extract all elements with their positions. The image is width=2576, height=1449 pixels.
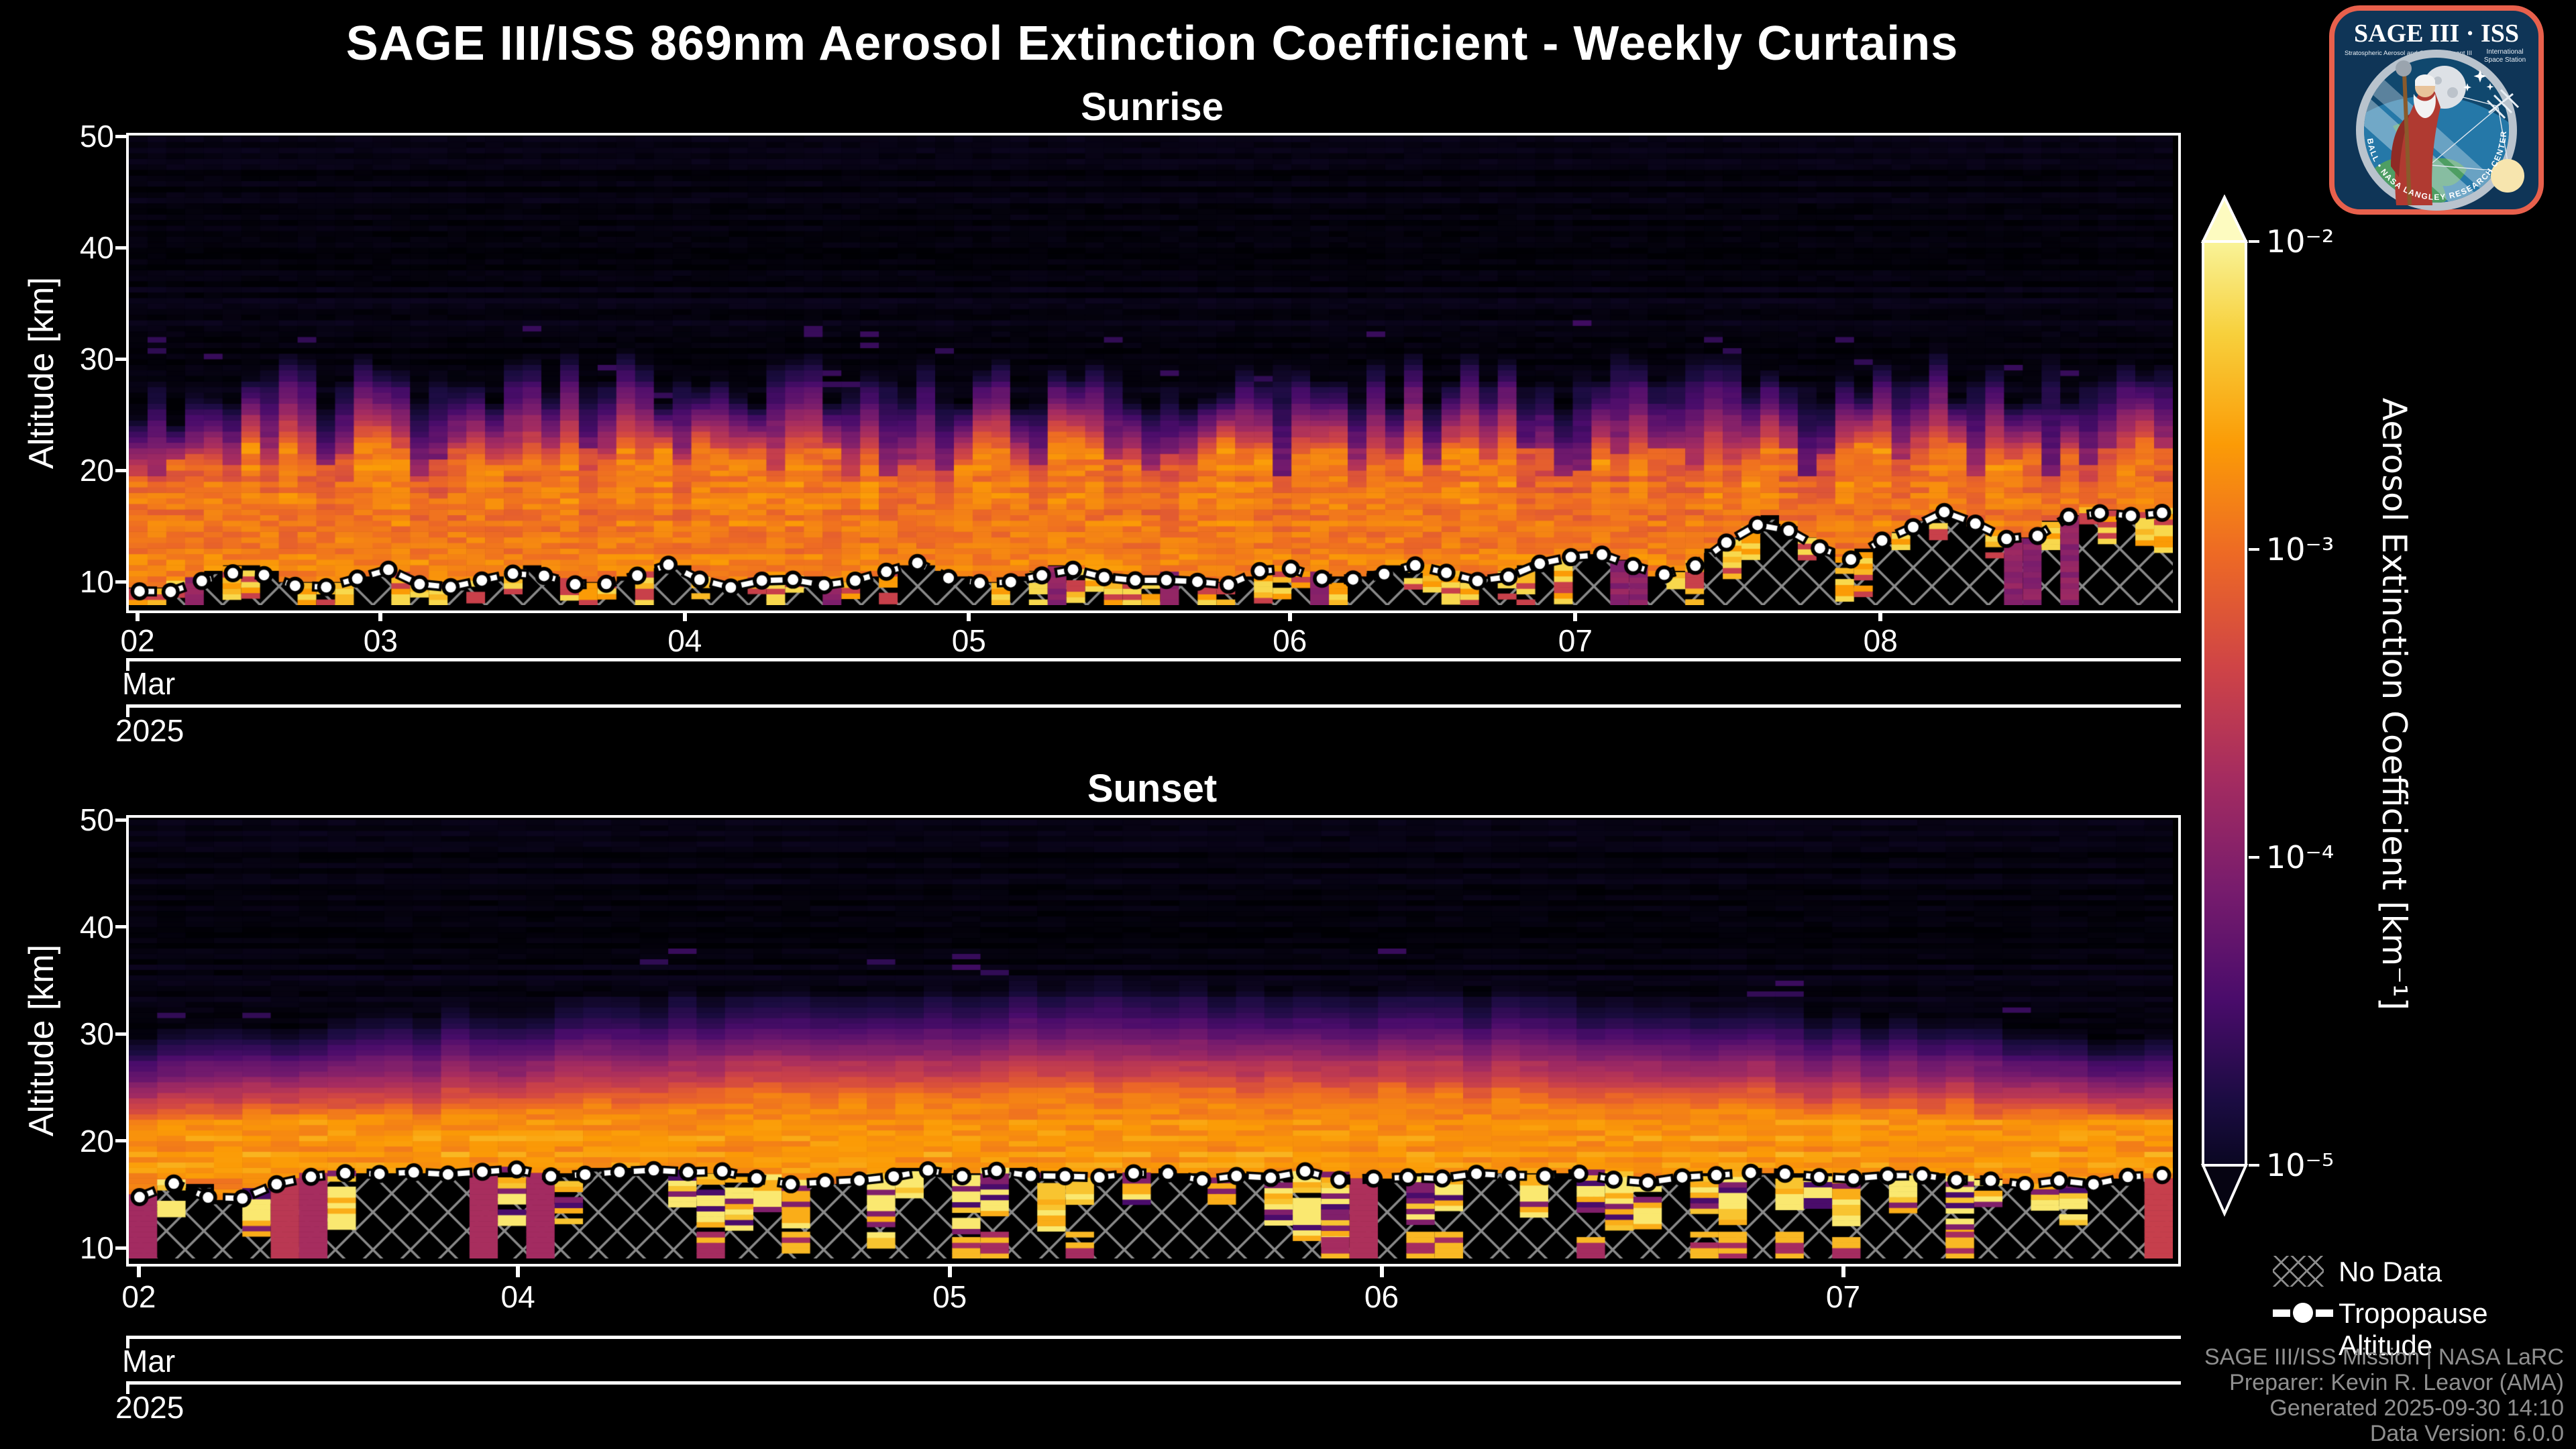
colorbar-tick-label-3: 10⁻⁵ [2266, 1147, 2334, 1183]
colorbar-gradient [2202, 240, 2247, 1167]
logo-stars [2463, 70, 2494, 92]
sunset-y-tick-label-30: 30 [79, 1016, 114, 1051]
no-data-hatch-swatch [2273, 1256, 2324, 1287]
sunset-y-tick-30 [115, 1032, 126, 1036]
sunrise-x-tick-07 [1573, 610, 1578, 621]
sunrise-y-tick-label-30: 30 [79, 341, 114, 376]
sunrise-x-tick-02 [136, 610, 140, 621]
credits-generated: Generated 2025-09-30 14:10 [2269, 1395, 2564, 1421]
sunrise-month-axis-tick [126, 661, 129, 671]
sunset-x-tick-label-07: 07 [1825, 1279, 1861, 1314]
sunrise-year-axis-line [126, 704, 2181, 708]
sunset-y-tick-label-20: 20 [79, 1123, 114, 1159]
sunrise-x-tick-05 [967, 610, 971, 621]
colorbar-axis-label: Aerosol Extinction Coefficient [km⁻¹] [2375, 398, 2414, 1011]
sunrise-month-label: Mar [122, 666, 176, 701]
tropopause-line-marker [2293, 1303, 2313, 1323]
logo-subtitle-right-1: International [2486, 48, 2523, 56]
sunrise-y-tick-10 [115, 580, 126, 584]
tropopause-line-dash-right [2316, 1309, 2333, 1317]
sunset-y-tick-10 [115, 1246, 126, 1250]
sunset-x-tick-label-04: 04 [500, 1279, 535, 1314]
colorbar-bottom-arrow [2200, 1164, 2249, 1217]
logo-title: SAGE III · ISS [2354, 19, 2519, 48]
colorbar-tick-2 [2249, 856, 2259, 859]
sunrise-heatmap [129, 136, 2173, 605]
colorbar-tick-3 [2249, 1164, 2259, 1167]
logo-sage-wizard [2391, 60, 2440, 206]
colorbar-tick-0 [2249, 240, 2259, 243]
sunset-year-axis-line [126, 1381, 2181, 1385]
sunset-x-tick-label-02: 02 [121, 1279, 156, 1314]
tropopause-legend-label: Tropopause Altitude [2339, 1297, 2488, 1361]
sunrise-y-tick-label-40: 40 [79, 230, 114, 265]
sage-iii-iss-logo: SAGE III · ISS Stratospheric Aerosol and… [2329, 5, 2544, 215]
colorbar-tick-label-2: 10⁻⁴ [2266, 839, 2334, 875]
sunrise-x-tick-04 [682, 610, 687, 621]
sunrise-x-tick-03 [378, 610, 383, 621]
sunrise-y-tick-label-10: 10 [79, 564, 114, 599]
sunset-y-tick-label-40: 40 [79, 909, 114, 945]
sunset-y-tick-50 [115, 818, 126, 822]
sunrise-y-tick-40 [115, 246, 126, 250]
sunset-panel-title: Sunset [1087, 767, 1218, 810]
sunrise-x-tick-label-02: 02 [120, 623, 155, 658]
sunrise-y-tick-label-50: 50 [79, 119, 114, 154]
logo-moon-crater-2 [2447, 87, 2458, 98]
sunrise-x-tick-label-06: 06 [1273, 623, 1307, 658]
credits-preparer: Preparer: Kevin R. Leavor (AMA) [2229, 1370, 2564, 1395]
sunset-y-tick-label-10: 10 [79, 1230, 114, 1265]
logo-sun [2491, 159, 2524, 193]
sunset-year-axis-tick [126, 1385, 129, 1394]
sunset-x-tick-06 [1379, 1267, 1384, 1277]
sunrise-year-axis-tick [126, 708, 129, 717]
sunrise-y-tick-30 [115, 357, 126, 361]
colorbar-tick-1 [2249, 548, 2259, 551]
sunrise-x-tick-08 [1878, 610, 1883, 621]
sunset-year-label: 2025 [115, 1390, 184, 1425]
logo-subtitle-right-2: Space Station [2484, 56, 2526, 64]
credits-mission: SAGE III/ISS Mission | NASA LaRC [2204, 1344, 2564, 1370]
sunrise-y-tick-label-20: 20 [79, 453, 114, 488]
colorbar-tick-label-1: 10⁻³ [2266, 531, 2334, 568]
sunset-y-tick-40 [115, 925, 126, 928]
colorbar-tick-label-0: 10⁻² [2266, 223, 2334, 260]
sunset-month-axis-line [126, 1336, 2181, 1339]
colorbar-top-arrow [2200, 195, 2249, 243]
credits-block: SAGE III/ISS Mission | NASA LaRC Prepare… [2204, 1344, 2564, 1446]
sunrise-x-tick-label-07: 07 [1558, 623, 1593, 658]
sunset-y-tick-label-50: 50 [79, 802, 114, 837]
sunset-x-tick-label-05: 05 [932, 1279, 967, 1314]
no-data-legend-label: No Data [2339, 1256, 2443, 1287]
sunset-x-tick-07 [1841, 1267, 1845, 1277]
sunrise-x-tick-label-05: 05 [951, 623, 986, 658]
logo-subtitle-left: Stratospheric Aerosol and Gas Experiment… [2345, 50, 2472, 57]
sunrise-y-tick-50 [115, 134, 126, 138]
sunrise-panel-title: Sunrise [1081, 85, 1224, 129]
sunset-month-label: Mar [122, 1344, 176, 1379]
logo-moon-crater [2434, 76, 2442, 85]
colorbar [2200, 195, 2249, 1217]
main-title: SAGE III/ISS 869nm Aerosol Extinction Co… [345, 17, 1959, 70]
sunrise-curtain-plot [126, 133, 2181, 613]
sunrise-year-label: 2025 [115, 713, 184, 748]
sunrise-y-tick-20 [115, 468, 126, 472]
sunrise-x-tick-label-04: 04 [667, 623, 702, 658]
sunset-y-tick-20 [115, 1139, 126, 1142]
sunrise-x-tick-label-03: 03 [363, 623, 398, 658]
sunset-heatmap [129, 818, 2173, 1258]
sunset-curtain-plot [126, 815, 2181, 1267]
sunset-x-tick-04 [516, 1267, 521, 1277]
sunset-x-tick-05 [947, 1267, 952, 1277]
tropopause-line-dash-left [2273, 1309, 2290, 1317]
sunrise-x-tick-label-08: 08 [1863, 623, 1898, 658]
sunrise-x-tick-06 [1287, 610, 1292, 621]
sunset-x-tick-label-06: 06 [1364, 1279, 1399, 1314]
sunset-x-tick-02 [136, 1267, 141, 1277]
sunset-month-axis-tick [126, 1339, 129, 1348]
sunrise-month-axis-line [126, 658, 2181, 661]
credits-data-version: Data Version: 6.0.0 [2369, 1421, 2564, 1446]
